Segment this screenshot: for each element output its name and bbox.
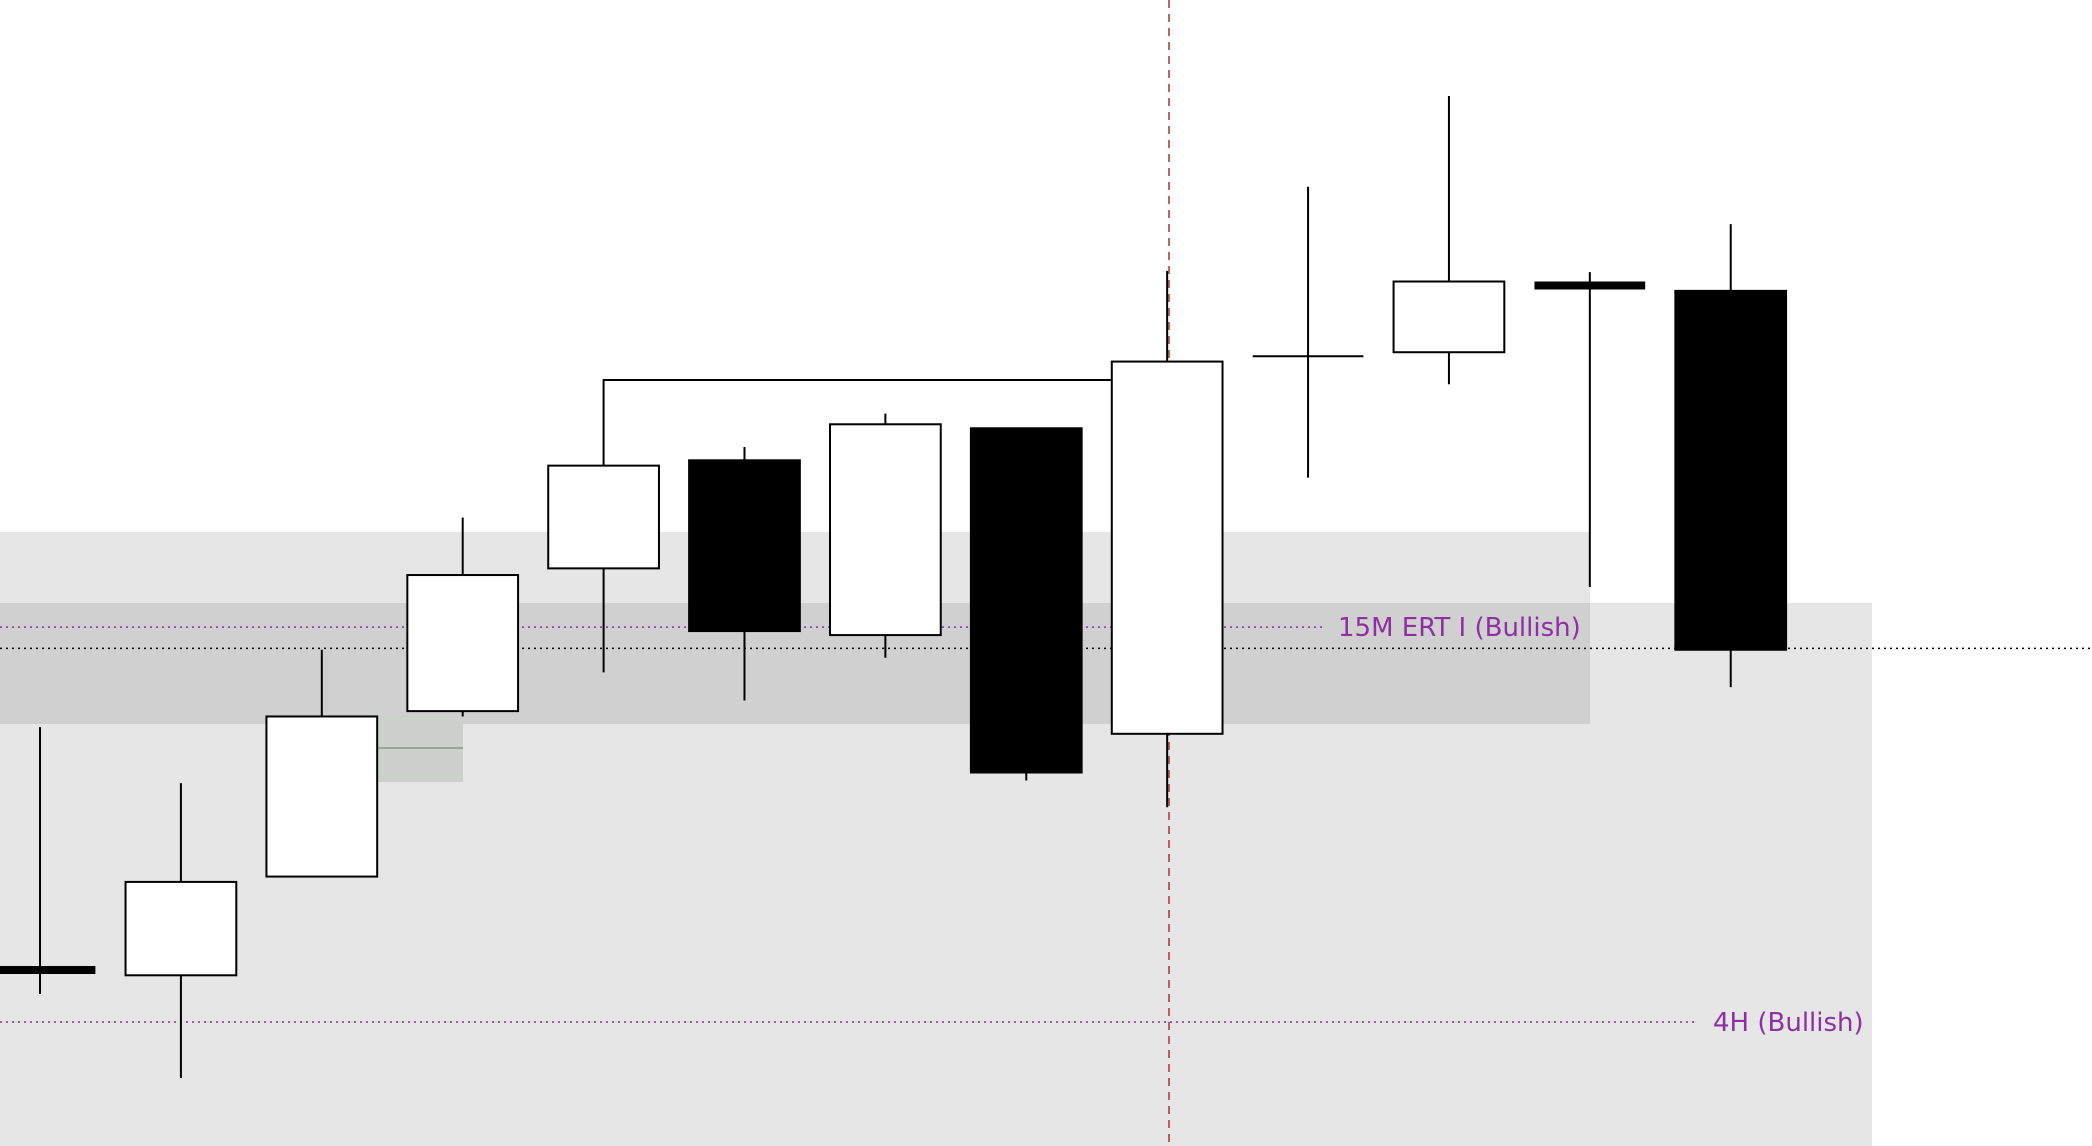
candle bbox=[1252, 186, 1364, 478]
candle bbox=[969, 427, 1083, 781]
candle bbox=[1534, 272, 1646, 588]
candle-body-bullish bbox=[124, 880, 238, 977]
candle bbox=[1392, 96, 1506, 385]
gap-box bbox=[378, 716, 463, 782]
zone-label-15m: 15M ERT I (Bullish) bbox=[1338, 613, 1581, 643]
candle-body-bearish bbox=[688, 459, 801, 633]
candle bbox=[688, 446, 801, 701]
high-bracket-line bbox=[602, 379, 1114, 466]
candles-layer bbox=[0, 96, 1788, 1079]
candle-body-bullish bbox=[1392, 280, 1506, 354]
candle bbox=[265, 649, 379, 878]
zone-light-4h-extension bbox=[1590, 603, 1872, 1146]
zone-label-4h: 4H (Bullish) bbox=[1713, 1008, 1864, 1038]
candle-body-bullish bbox=[829, 423, 942, 637]
candle bbox=[124, 783, 238, 1079]
candle-body-bullish bbox=[265, 715, 379, 878]
candle-body-bullish bbox=[547, 464, 660, 570]
zones-layer bbox=[0, 532, 1872, 1146]
candle bbox=[829, 413, 942, 658]
candle bbox=[1674, 224, 1788, 688]
candle-body-bearish bbox=[969, 427, 1083, 774]
candle-body-bearish bbox=[1674, 289, 1788, 651]
candle bbox=[406, 517, 520, 717]
candle-body-bullish bbox=[406, 574, 520, 713]
candle-body-bullish bbox=[1110, 360, 1224, 735]
candle bbox=[1110, 270, 1224, 808]
candle bbox=[0, 727, 96, 994]
candle bbox=[547, 464, 660, 673]
